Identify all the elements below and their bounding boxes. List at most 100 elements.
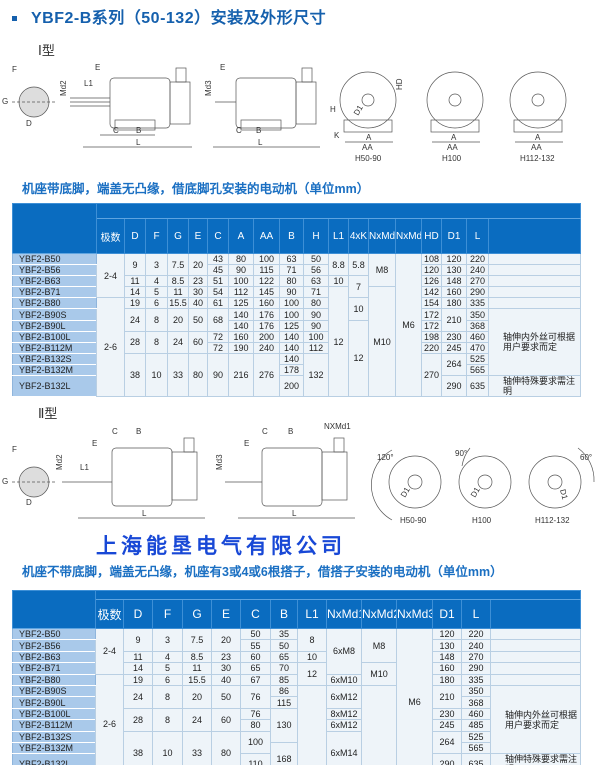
value-cell: 50 — [270, 639, 298, 652]
column-header: B — [279, 218, 304, 254]
value-cell: 160 — [432, 662, 462, 675]
value-cell: 5 — [152, 662, 183, 675]
value-cell: 220 — [421, 341, 442, 354]
value-cell: 4 — [152, 650, 183, 664]
value-cell: 30 — [188, 286, 208, 299]
value-cell: 38 — [124, 352, 146, 398]
value-cell: 6 — [152, 673, 183, 686]
value-cell: 120 — [432, 627, 462, 641]
column-header: AA — [253, 218, 280, 254]
value-cell: 56 — [303, 264, 329, 277]
value-cell: 470 — [466, 341, 489, 354]
value-cell: 38 — [123, 730, 153, 765]
column-header: HD — [421, 218, 442, 254]
table-row: YBF2-B90L 140 176 125 90 12 172 368 — [12, 319, 581, 398]
value-cell: 270 — [421, 352, 442, 398]
model-cell: YBF2-B56 — [12, 639, 96, 652]
value-cell: 68 — [207, 308, 229, 332]
value-cell: 100 — [279, 308, 304, 321]
type1-dimension-table: 极数DFGECAAABHL14xKNxMd2NxMd3HDD1LYBF2-B50… — [12, 203, 582, 398]
value-cell: 8 — [145, 308, 168, 332]
dim-g: G — [2, 477, 8, 486]
value-cell: 33 — [167, 352, 189, 398]
value-cell: 90 — [207, 352, 229, 398]
value-cell: 14 — [124, 286, 146, 299]
dim-l: L — [142, 509, 147, 518]
dim-d: D — [26, 119, 32, 128]
table-row: YBF2-B132S 38 10 33 80 90 216 276 140 132 270 264 52… — [12, 352, 581, 398]
header-corner — [12, 203, 97, 254]
column-header: G — [182, 599, 212, 629]
table-row: YBF2-B80 2-6 19 6 15.5 40 67 85 6xM10 180 335 — [12, 673, 582, 765]
value-cell: 67 — [240, 673, 271, 686]
model-cell: YBF2-B100L — [12, 707, 96, 721]
column-header: G — [167, 218, 189, 254]
value-cell: 8.5 — [167, 275, 189, 288]
value-cell: 23 — [211, 650, 241, 664]
table-row: YBF2-B132M 178 565 — [12, 363, 581, 377]
value-cell: 635 — [466, 375, 489, 398]
value-cell: 145 — [253, 286, 280, 299]
value-cell: 115 — [270, 696, 298, 709]
view-label: H112-132 — [520, 154, 555, 163]
value-cell: 230 — [441, 330, 467, 343]
dim-hd: HD — [395, 78, 404, 90]
value-cell: 2-4 — [96, 252, 125, 299]
value-cell: 122 — [253, 275, 280, 288]
model-cell: YBF2-B132L — [12, 753, 96, 765]
dim-c: C — [113, 126, 119, 135]
header-corner — [12, 590, 96, 629]
type2-drawing: F G D C B E L1 Md2 L C B NXMd1 E Md3 L — [2, 422, 595, 525]
value-cell: 112 — [303, 341, 329, 354]
value-cell: 43 — [207, 252, 229, 266]
value-cell: 290 — [432, 753, 462, 765]
value-cell: 198 — [421, 330, 442, 343]
view-label: H50-90 — [400, 516, 427, 525]
value-cell: 210 — [432, 684, 462, 709]
value-cell: 168 — [270, 741, 298, 765]
value-cell: 33 — [182, 730, 212, 765]
value-cell: 7 — [348, 275, 369, 299]
column-header: NxMd2 — [361, 599, 397, 629]
dim-d1: D1 — [558, 488, 569, 501]
value-cell: 2-6 — [95, 673, 124, 765]
model-cell: YBF2-B71 — [12, 662, 96, 675]
type1-drawing: F G D E L1 Md2 C B L E Md3 C B — [2, 63, 567, 163]
value-cell: 24 — [167, 330, 189, 354]
bullet-icon — [12, 16, 17, 22]
value-cell: 63 — [303, 275, 329, 288]
column-header: L — [461, 599, 491, 629]
column-header: C — [207, 218, 229, 254]
value-cell: 290 — [461, 662, 491, 675]
value-cell: 110 — [240, 753, 271, 765]
model-cell: YBF2-B50 — [12, 252, 97, 266]
value-cell: 9 — [124, 252, 146, 277]
value-cell: 565 — [461, 741, 491, 755]
value-cell: 10 — [297, 650, 327, 664]
table-row: YBF2-B80 2-6 19 6 15.5 40 61 125 160 100 80 10 154 18… — [12, 297, 582, 398]
dim-b: B — [288, 427, 293, 436]
value-cell: 72 — [207, 341, 229, 354]
value-cell — [489, 673, 582, 686]
value-cell: M6 — [396, 627, 433, 765]
column-header: L1 — [328, 218, 349, 254]
dim-b: B — [256, 126, 261, 135]
column-header: C — [240, 599, 271, 629]
value-cell: 19 — [123, 673, 153, 686]
value-cell: 35 — [270, 627, 298, 641]
value-cell: 5 — [145, 286, 168, 299]
value-cell: 2-6 — [96, 297, 125, 398]
value-cell: 2-4 — [95, 628, 124, 675]
value-cell: 90 — [303, 319, 329, 332]
value-cell — [297, 684, 327, 765]
value-cell: 86 — [270, 684, 298, 698]
value-cell: 63 — [279, 252, 304, 266]
value-cell: 8 — [152, 707, 183, 732]
value-cell: 240 — [466, 264, 489, 277]
table-row: YBF2-B63 11 4 8.5 23 60 65 10 148 270 — [12, 650, 582, 664]
company-name: 上海能垦电气有限公司 — [96, 533, 346, 558]
dim-md2: Md2 — [55, 454, 64, 470]
column-header: D1 — [441, 218, 467, 254]
value-cell: 460 — [461, 707, 491, 721]
dim-a: A — [366, 133, 372, 142]
